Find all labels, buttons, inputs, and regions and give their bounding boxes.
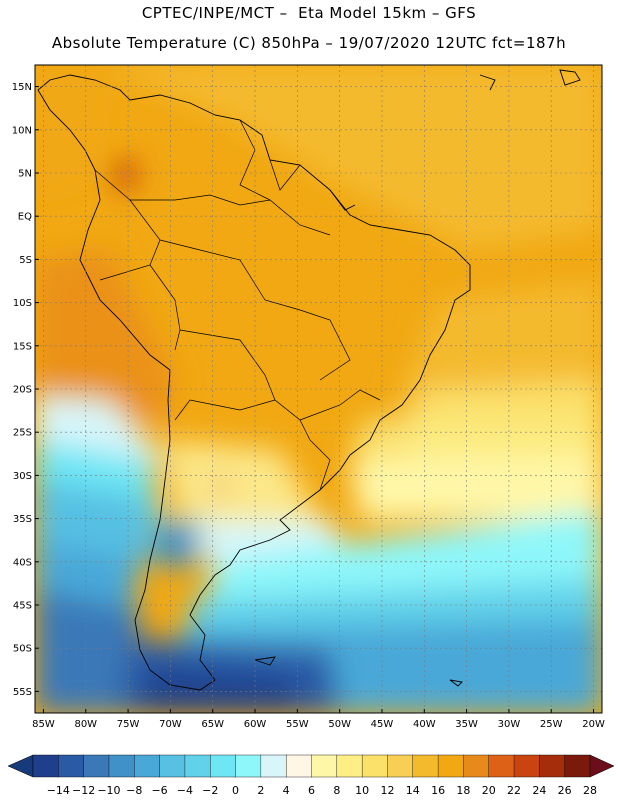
lon-label: 85W [32, 719, 55, 730]
lat-label: 50S [13, 644, 32, 655]
lat-label: 30S [13, 471, 32, 482]
lon-label: 50W [328, 719, 351, 730]
lat-label: 10N [12, 125, 32, 136]
lon-label: 45W [371, 719, 394, 730]
colorbar-swatch [108, 754, 135, 778]
colorbar-swatch [285, 754, 313, 778]
colorbar-label: 14 [406, 784, 420, 797]
colorbar-swatch [184, 754, 211, 778]
lat-label: 55S [13, 687, 32, 698]
colorbar-swatch [437, 754, 464, 778]
colorbar-label: 18 [456, 784, 470, 797]
colorbar-label: 6 [308, 784, 315, 797]
colorbar-swatch [564, 754, 591, 778]
colorbar-label: −12 [72, 784, 95, 797]
colorbar-label: −4 [177, 784, 193, 797]
colorbar-swatch [58, 754, 85, 778]
colorbar-swatch [336, 754, 363, 778]
lon-label: 80W [74, 719, 97, 730]
longitude-labels: 85W 80W 75W 70W 65W 60W 55W 50W 45W 40W 35W 30W 25W 2… [32, 709, 605, 730]
colorbar-swatch [412, 754, 439, 778]
colorbar-label: −2 [202, 784, 218, 797]
lat-label: 5N [18, 169, 32, 180]
colorbar-swatch [361, 754, 388, 778]
colorbar-label: 10 [355, 784, 369, 797]
lat-label: 10S [13, 298, 32, 309]
lon-label: 70W [159, 719, 182, 730]
colorbar-swatch [83, 754, 110, 778]
colorbar: −14 −12 −10 −8 −6 −4 −2 0 2 4 6 8 10 12 14 16 18 20 22 24 26… [7, 754, 615, 797]
colorbar-label: 12 [380, 784, 394, 797]
lon-label: 30W [498, 719, 521, 730]
colorbar-label: 0 [232, 784, 239, 797]
colorbar-label: 22 [507, 784, 521, 797]
lon-label: 20W [582, 719, 605, 730]
colorbar-label: −14 [47, 784, 70, 797]
latitude-labels: 15N 10N 5N EQ 5S 10S 15S 20S 25S 30S 35S 40S 45S 50S 5… [12, 82, 39, 698]
lon-label: 55W [286, 719, 309, 730]
colorbar-label: 8 [333, 784, 340, 797]
lat-label: 20S [13, 385, 32, 396]
colorbar-swatch [134, 754, 161, 778]
colorbar-label: 2 [257, 784, 264, 797]
lon-label: 35W [455, 719, 478, 730]
colorbar-swatch [539, 754, 566, 778]
colorbar-swatch [32, 754, 59, 778]
colorbar-label: 16 [431, 784, 445, 797]
colorbar-swatch [463, 754, 490, 778]
lat-label: 15S [13, 341, 32, 352]
colorbar-swatch [387, 754, 414, 778]
colorbar-label: 24 [532, 784, 546, 797]
lat-label: 15N [12, 82, 32, 93]
colorbar-swatch [311, 754, 338, 778]
colorbar-label: 28 [583, 784, 597, 797]
colorbar-swatch [488, 754, 515, 778]
colorbar-swatch [260, 754, 287, 778]
lat-label: 35S [13, 514, 32, 525]
lon-label: 40W [413, 719, 436, 730]
colorbar-swatch [513, 754, 540, 778]
colorbar-label: −8 [126, 784, 142, 797]
colorbar-label: −6 [151, 784, 167, 797]
colorbar-label: 20 [482, 784, 496, 797]
lon-label: 65W [201, 719, 224, 730]
map-graticule [35, 65, 602, 713]
chart-title-line1: CPTEC/INPE/MCT – Eta Model 15km – GFS [141, 4, 477, 22]
lat-label: EQ [18, 212, 32, 223]
country-borders [94, 119, 381, 491]
chart-title-line2: Absolute Temperature (C) 850hPa – 19/07/… [51, 34, 567, 52]
colorbar-swatch [210, 754, 237, 778]
colorbar-label: 26 [558, 784, 572, 797]
colorbar-swatch [235, 754, 262, 778]
lon-label: 25W [540, 719, 563, 730]
colorbar-label: 4 [283, 784, 290, 797]
colorbar-high-arrow [589, 754, 615, 778]
lat-label: 40S [13, 557, 32, 568]
lat-label: 25S [13, 428, 32, 439]
temperature-field [35, 65, 602, 713]
colorbar-swatch [159, 754, 186, 778]
lon-label: 75W [117, 719, 140, 730]
lon-label: 60W [244, 719, 267, 730]
colorbar-label: −10 [97, 784, 120, 797]
lat-label: 5S [19, 255, 32, 266]
colorbar-low-arrow [7, 754, 34, 778]
lat-label: 45S [13, 601, 32, 612]
